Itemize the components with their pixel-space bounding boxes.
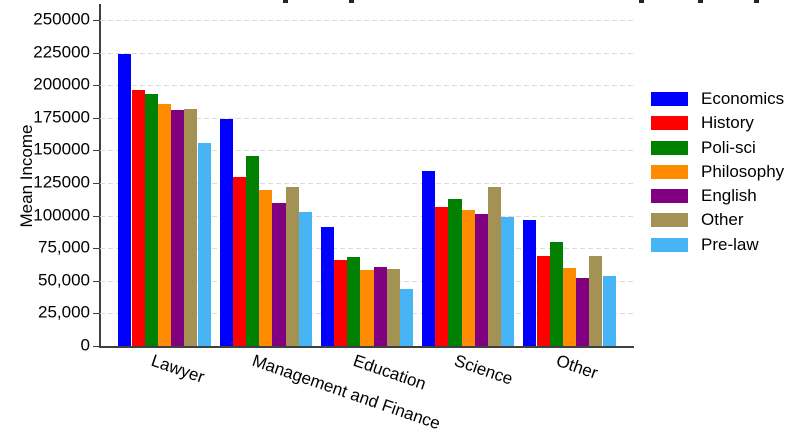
bar-poli-sci-management-and-finance: [246, 155, 260, 346]
y-tick-150000: [93, 150, 100, 152]
legend-label: Other: [701, 210, 744, 230]
y-tick-50000: [93, 280, 100, 282]
bar-poli-sci-education: [347, 257, 361, 346]
legend-swatch-history: [651, 116, 688, 131]
gridline-225000: [100, 52, 633, 54]
bar-economics-science: [422, 171, 436, 346]
legend-label: Philosophy: [701, 161, 785, 181]
cropped-title-descender: [754, 0, 759, 3]
bar-economics-education: [320, 227, 334, 346]
bar-pre-law-education: [400, 288, 414, 346]
legend-item-economics: Economics: [651, 89, 785, 108]
legend-item-english: English: [651, 186, 784, 206]
bar-poli-sci-science: [448, 198, 462, 346]
y-tick-75000: [93, 248, 100, 250]
cropped-title-descender: [639, 0, 644, 3]
bar-english-lawyer: [171, 110, 185, 346]
y-tick-label: 250000: [33, 9, 90, 29]
legend-swatch-poli-sci: [651, 140, 688, 155]
bar-economics-lawyer: [118, 53, 132, 346]
bar-other-other: [589, 256, 603, 346]
y-tick-label: 100000: [33, 204, 90, 224]
gridline-125000: [100, 183, 633, 184]
y-tick-label: 75,000: [38, 237, 90, 257]
bar-other-lawyer: [184, 108, 198, 346]
bar-pre-law-lawyer: [197, 142, 211, 346]
y-tick-200000: [93, 85, 100, 87]
y-tick-250000: [93, 20, 100, 21]
bar-poli-sci-lawyer: [144, 94, 158, 346]
bar-philosophy-science: [461, 210, 475, 346]
bar-history-education: [334, 259, 348, 346]
bar-history-science: [435, 206, 449, 346]
legend-item-other: Other: [651, 210, 784, 230]
bar-philosophy-education: [360, 270, 374, 346]
bar-philosophy-lawyer: [157, 103, 172, 346]
legend-item-poli-sci: Poli-sci: [651, 137, 784, 157]
gridline-175000: [100, 117, 633, 119]
y-tick-label: 50,000: [38, 270, 90, 290]
bar-english-science: [474, 214, 489, 346]
bar-philosophy-management-and-finance: [259, 189, 273, 346]
cropped-title-descender: [349, 0, 354, 3]
legend-swatch-other: [651, 213, 688, 228]
y-tick-label: 225000: [33, 41, 90, 61]
y-tick-125000: [93, 183, 100, 184]
y-tick-label: 200000: [33, 74, 90, 94]
gridline-75000: [100, 248, 633, 250]
bar-pre-law-other: [602, 275, 616, 346]
legend-swatch-philosophy: [651, 164, 688, 179]
legend-item-pre-law: Pre-law: [651, 234, 784, 254]
legend-item-history: History: [651, 113, 784, 133]
bar-economics-other: [523, 219, 537, 346]
legend-swatch-english: [651, 189, 688, 204]
bar-other-management-and-finance: [285, 186, 299, 346]
y-tick-label: 175000: [33, 107, 90, 127]
legend-label: Pre-law: [701, 234, 759, 254]
bar-philosophy-other: [562, 267, 577, 346]
gridline-200000: [100, 85, 633, 87]
legend-label: English: [701, 186, 757, 206]
bar-history-other: [536, 256, 550, 346]
gridline-100000: [100, 215, 633, 217]
bar-english-education: [373, 266, 387, 346]
bar-poli-sci-other: [549, 241, 563, 346]
legend-label: History: [701, 113, 754, 133]
y-tick-0: [93, 346, 100, 347]
bar-other-education: [386, 269, 400, 346]
bar-english-management-and-finance: [272, 202, 286, 346]
y-tick-225000: [93, 52, 100, 54]
legend-swatch-economics: [651, 92, 688, 106]
gridline-250000: [100, 20, 633, 21]
legend: Economics History Poli-sci Philosophy Englis…: [651, 89, 785, 262]
y-axis-line: [99, 4, 101, 348]
bar-economics-management-and-finance: [219, 119, 233, 346]
cropped-title-descender: [698, 0, 703, 3]
bar-history-lawyer: [131, 90, 145, 346]
legend-item-philosophy: Philosophy: [651, 161, 785, 181]
y-tick-label: 0: [80, 335, 90, 355]
y-tick-label: 125000: [33, 172, 90, 192]
bar-pre-law-science: [501, 216, 515, 346]
legend-swatch-pre-law: [651, 237, 688, 252]
legend-label: Poli-sci: [701, 137, 756, 157]
cropped-title-descender: [283, 0, 288, 3]
y-tick-label: 150000: [33, 139, 90, 159]
legend-label: Economics: [701, 89, 785, 108]
x-tick-label-other: Other: [553, 351, 600, 383]
x-tick-label-lawyer: Lawyer: [148, 351, 207, 387]
gridline-150000: [100, 150, 633, 152]
y-tick-25000: [93, 313, 100, 315]
bar-english-other: [576, 278, 590, 346]
y-tick-100000: [93, 215, 100, 217]
y-tick-label: 25,000: [38, 302, 90, 322]
bar-other-science: [488, 186, 502, 346]
x-tick-label-science: Science: [452, 351, 516, 389]
bar-history-management-and-finance: [232, 176, 246, 346]
x-axis-line: [99, 346, 634, 348]
bar-pre-law-management-and-finance: [298, 211, 312, 346]
y-tick-175000: [93, 117, 100, 119]
